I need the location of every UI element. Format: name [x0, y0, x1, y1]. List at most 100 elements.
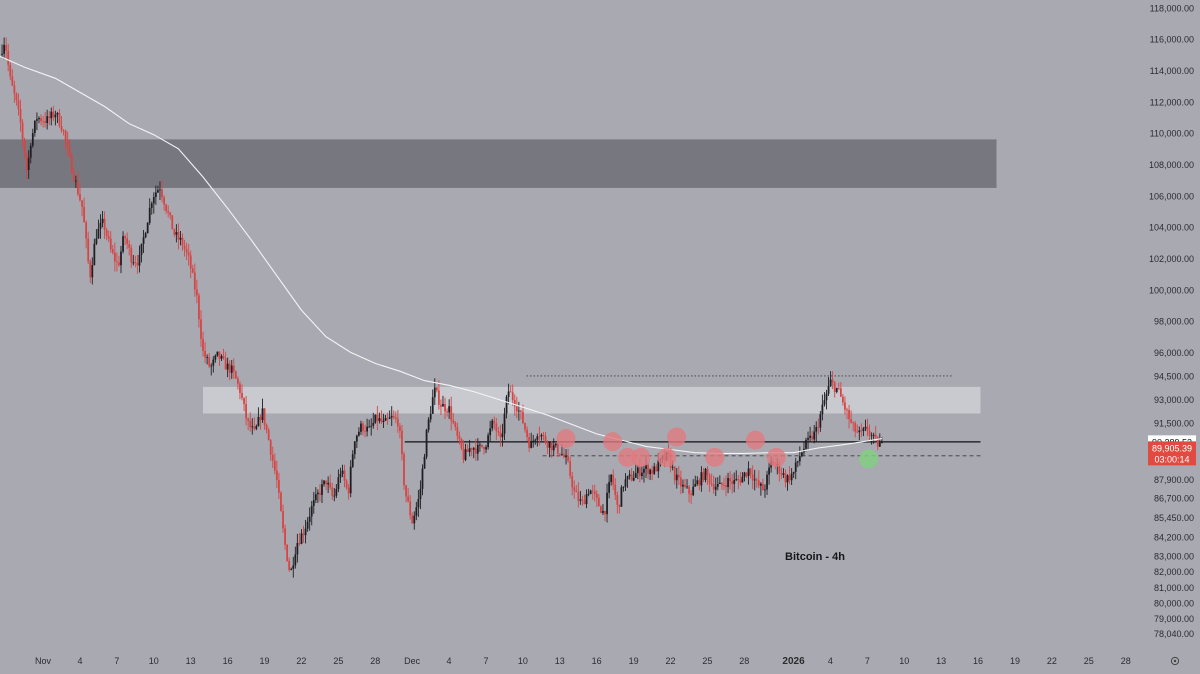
candle-body: [790, 473, 793, 481]
candle-body: [107, 236, 110, 239]
candle-body: [538, 436, 541, 438]
marker-red-4: [657, 447, 677, 467]
y-tick-label: 93,000.00: [1154, 395, 1194, 405]
candle-body: [308, 516, 311, 522]
candle-body: [725, 485, 727, 488]
candle-body: [327, 482, 330, 485]
candle-body: [712, 483, 715, 490]
candle-body: [124, 236, 127, 239]
candle-body: [222, 355, 225, 359]
candle-body: [638, 467, 641, 476]
candle-body: [224, 358, 227, 370]
candle-body: [476, 444, 479, 454]
candle-body: [247, 418, 250, 421]
candle-body: [729, 478, 732, 482]
candle-body: [341, 470, 344, 474]
candle-body: [757, 480, 760, 486]
marker-red-5: [667, 427, 687, 447]
settings-icon[interactable]: [1170, 656, 1180, 666]
x-tick-label: 19: [629, 656, 639, 666]
candle-body: [835, 387, 838, 392]
candle-body: [415, 507, 418, 516]
x-tick-label: 22: [665, 656, 675, 666]
candle-body: [481, 444, 483, 448]
candle-body: [5, 44, 8, 51]
candle-body: [52, 111, 55, 118]
candle-body: [762, 483, 764, 491]
candle-body: [700, 472, 703, 486]
y-tick-label: 118,000.00: [1150, 3, 1194, 13]
candle-body: [394, 417, 397, 419]
candle-body: [423, 456, 426, 469]
candle-body: [505, 396, 508, 414]
candle-body: [167, 210, 170, 213]
candle-body: [520, 410, 522, 412]
candle-body: [378, 418, 381, 422]
candle-body: [509, 391, 512, 393]
candle-body: [163, 197, 165, 205]
candle-body: [829, 379, 832, 387]
candle-body: [97, 228, 100, 239]
candle-body: [569, 461, 572, 476]
candle-body: [95, 238, 98, 244]
candle-body: [464, 449, 467, 460]
candle-body: [731, 481, 734, 484]
candle-body: [118, 262, 120, 266]
candle-body: [753, 479, 756, 481]
candle-body: [17, 100, 20, 109]
candle-body: [813, 431, 816, 440]
candle-body: [70, 155, 73, 174]
marker-red-6: [705, 447, 725, 467]
candle-body: [314, 494, 317, 501]
candle-body: [474, 448, 477, 454]
candle-body: [214, 355, 217, 360]
candle-body: [312, 500, 315, 507]
candle-body: [860, 430, 863, 432]
candle-body: [616, 494, 619, 505]
candle-body: [288, 560, 291, 570]
time-axis[interactable]: Nov 4 7 10 13 16 19 22 25 28 Dec 4 7 10 13 16 19 22 25 28 20…: [35, 656, 1131, 667]
y-tick-label: 112,000.00: [1150, 97, 1194, 107]
candle-body: [792, 471, 795, 474]
price-axis[interactable]: 118,000.00 116,000.00 114,000.00 112,000.00…: [1149, 3, 1194, 639]
candle-body: [679, 477, 682, 487]
candle-body: [600, 506, 602, 513]
candle-body: [437, 390, 440, 405]
candle-body: [653, 466, 656, 474]
candle-body: [682, 484, 684, 487]
candle-body: [261, 408, 264, 421]
candle-body: [77, 180, 79, 195]
candle-body: [226, 363, 229, 370]
candle-body: [647, 464, 649, 475]
candle-body: [161, 189, 163, 198]
candle-body: [275, 470, 278, 481]
candle-body: [417, 499, 420, 508]
candle-body: [495, 423, 498, 432]
candle-body: [321, 484, 323, 495]
candle-body: [286, 544, 289, 561]
candle-body: [827, 386, 830, 394]
candle-body: [232, 365, 235, 372]
candle-body: [99, 223, 102, 229]
candle-body: [241, 392, 243, 398]
candle-body: [169, 212, 172, 216]
candle-body: [542, 434, 545, 436]
candle-body: [636, 467, 639, 474]
candle-body: [749, 468, 752, 475]
candle-body: [528, 437, 531, 448]
candle-body: [409, 501, 412, 516]
candle-body: [452, 420, 455, 423]
candle-body: [626, 476, 629, 480]
candle-body: [850, 419, 853, 423]
candle-body: [593, 491, 596, 495]
x-tick-label: 22: [296, 656, 306, 666]
candle-body: [472, 448, 475, 450]
candle-body: [62, 130, 65, 132]
candle-body: [716, 483, 719, 487]
candle-body: [403, 454, 405, 486]
candle-body: [479, 444, 481, 446]
candle-body: [405, 485, 407, 497]
candle-body: [390, 416, 393, 418]
candle-body: [249, 420, 252, 428]
